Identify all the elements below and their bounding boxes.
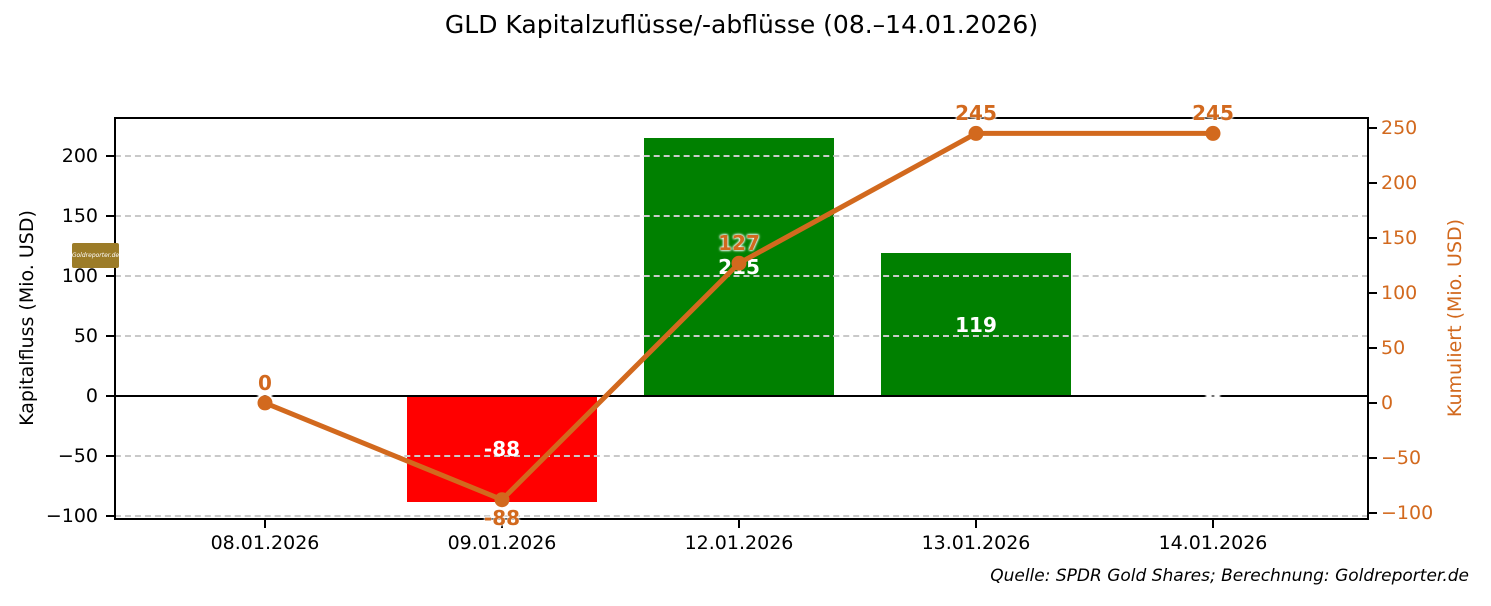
bar-value-label: 0: [1206, 384, 1220, 408]
x-tick-label: 09.01.2026: [447, 532, 557, 554]
gridline: [115, 455, 1368, 457]
left-axis-tick: [106, 395, 115, 397]
right-axis-tick: [1368, 181, 1377, 184]
x-axis-tick: [738, 519, 740, 528]
left-tick-label: −100: [45, 505, 98, 527]
cumulative-value-label: 0: [258, 370, 272, 395]
cumulative-point: [731, 255, 747, 271]
right-axis-tick: [1368, 401, 1377, 404]
x-tick-label: 13.01.2026: [921, 532, 1031, 554]
zero-axis-line: [115, 394, 1368, 398]
left-axis-tick: [106, 335, 115, 338]
x-axis-tick: [975, 519, 977, 528]
chart-title: GLD Kapitalzuflüsse/-abflüsse (08.–14.01…: [444, 10, 1039, 39]
right-tick-label: 200: [1381, 171, 1418, 194]
gridline: [115, 335, 1368, 338]
goldreporter-logo-watermark: Goldreporter.de: [72, 243, 119, 268]
gridline: [115, 515, 1368, 517]
left-tick-label: 50: [73, 325, 98, 348]
cumulative-value-label: 245: [955, 101, 997, 126]
cumulative-value-label: -88: [483, 505, 521, 530]
gridline: [115, 155, 1368, 158]
bar-value-label: 119: [955, 312, 997, 337]
right-tick-label: 150: [1381, 226, 1418, 249]
x-tick-label: 12.01.2026: [684, 532, 794, 554]
cumulative-point: [1205, 125, 1221, 141]
gridline: [115, 215, 1368, 218]
right-tick-label: 50: [1381, 336, 1406, 359]
x-axis-tick: [1212, 519, 1214, 528]
x-axis-tick: [501, 519, 503, 528]
left-tick-label: −50: [57, 445, 98, 467]
cumulative-point: [968, 125, 984, 141]
left-axis-tick: [106, 155, 115, 158]
left-tick-label: 100: [61, 265, 98, 288]
cumulative-point: [257, 395, 273, 411]
left-axis-tick: [106, 275, 115, 278]
right-axis-tick: [1368, 236, 1377, 239]
bar: [407, 396, 597, 502]
cumulative-value-label: 245: [1192, 101, 1234, 126]
right-tick-label: 100: [1381, 281, 1418, 304]
right-axis-tick: [1368, 346, 1377, 349]
x-axis-tick: [264, 519, 266, 528]
right-axis-tick: [1368, 456, 1377, 459]
left-tick-label: 150: [61, 205, 98, 228]
right-tick-label: 250: [1381, 116, 1418, 139]
bar-value-label: -88: [483, 436, 521, 461]
cumulative-value-label: 127: [718, 231, 760, 256]
left-axis-tick: [106, 215, 115, 218]
left-axis-tick: [106, 515, 115, 517]
cumulative-point: [494, 492, 510, 508]
goldreporter-logo-text: Goldreporter.de: [71, 252, 120, 259]
x-tick-label: 14.01.2026: [1158, 532, 1268, 554]
left-tick-label: 0: [85, 385, 98, 407]
cumulative-line: [264, 130, 1213, 503]
right-tick-label: 0: [1381, 391, 1394, 414]
right-axis-tick: [1368, 291, 1377, 294]
x-tick-label: 08.01.2026: [210, 532, 320, 554]
right-tick-label: −50: [1381, 446, 1422, 469]
left-tick-label: 200: [61, 145, 98, 168]
right-axis-tick: [1368, 511, 1377, 514]
right-tick-label: −100: [1381, 501, 1434, 524]
gridline: [115, 275, 1368, 278]
bar: [881, 253, 1071, 396]
right-axis-tick: [1368, 126, 1377, 129]
left-axis-tick: [106, 455, 115, 457]
source-note: Quelle: SPDR Gold Shares; Berechnung: Go…: [990, 566, 1469, 586]
